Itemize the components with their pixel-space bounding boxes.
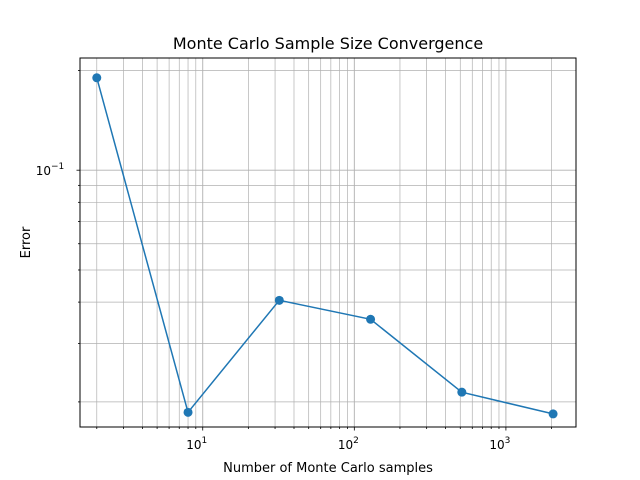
y-tick-exponent: −1 <box>51 162 64 172</box>
x-axis-label: Number of Monte Carlo samples <box>223 461 433 476</box>
series-layer <box>92 73 558 419</box>
x-tick-exponent: 3 <box>505 436 511 446</box>
chart-title: Monte Carlo Sample Size Convergence <box>173 34 483 53</box>
y-tick-base: 10 <box>36 164 51 178</box>
grid <box>80 58 576 427</box>
x-tick-label: 102 <box>338 436 359 452</box>
data-point <box>92 73 102 83</box>
data-point <box>548 409 558 419</box>
plot-frame <box>79 57 577 428</box>
series-line <box>96 77 554 415</box>
data-point <box>183 407 193 417</box>
data-point <box>457 387 467 397</box>
data-point <box>366 314 376 324</box>
x-tick-label: 101 <box>186 436 207 452</box>
x-tick-base: 10 <box>338 438 353 452</box>
y-axis-label: Error <box>19 226 34 258</box>
x-tick-label: 103 <box>489 436 510 452</box>
data-point <box>274 295 284 305</box>
x-tick-exponent: 1 <box>202 436 208 446</box>
x-tick-base: 10 <box>186 438 201 452</box>
y-tick-label: 10−1 <box>36 162 65 178</box>
x-tick-exponent: 2 <box>353 436 359 446</box>
x-tick-base: 10 <box>489 438 504 452</box>
